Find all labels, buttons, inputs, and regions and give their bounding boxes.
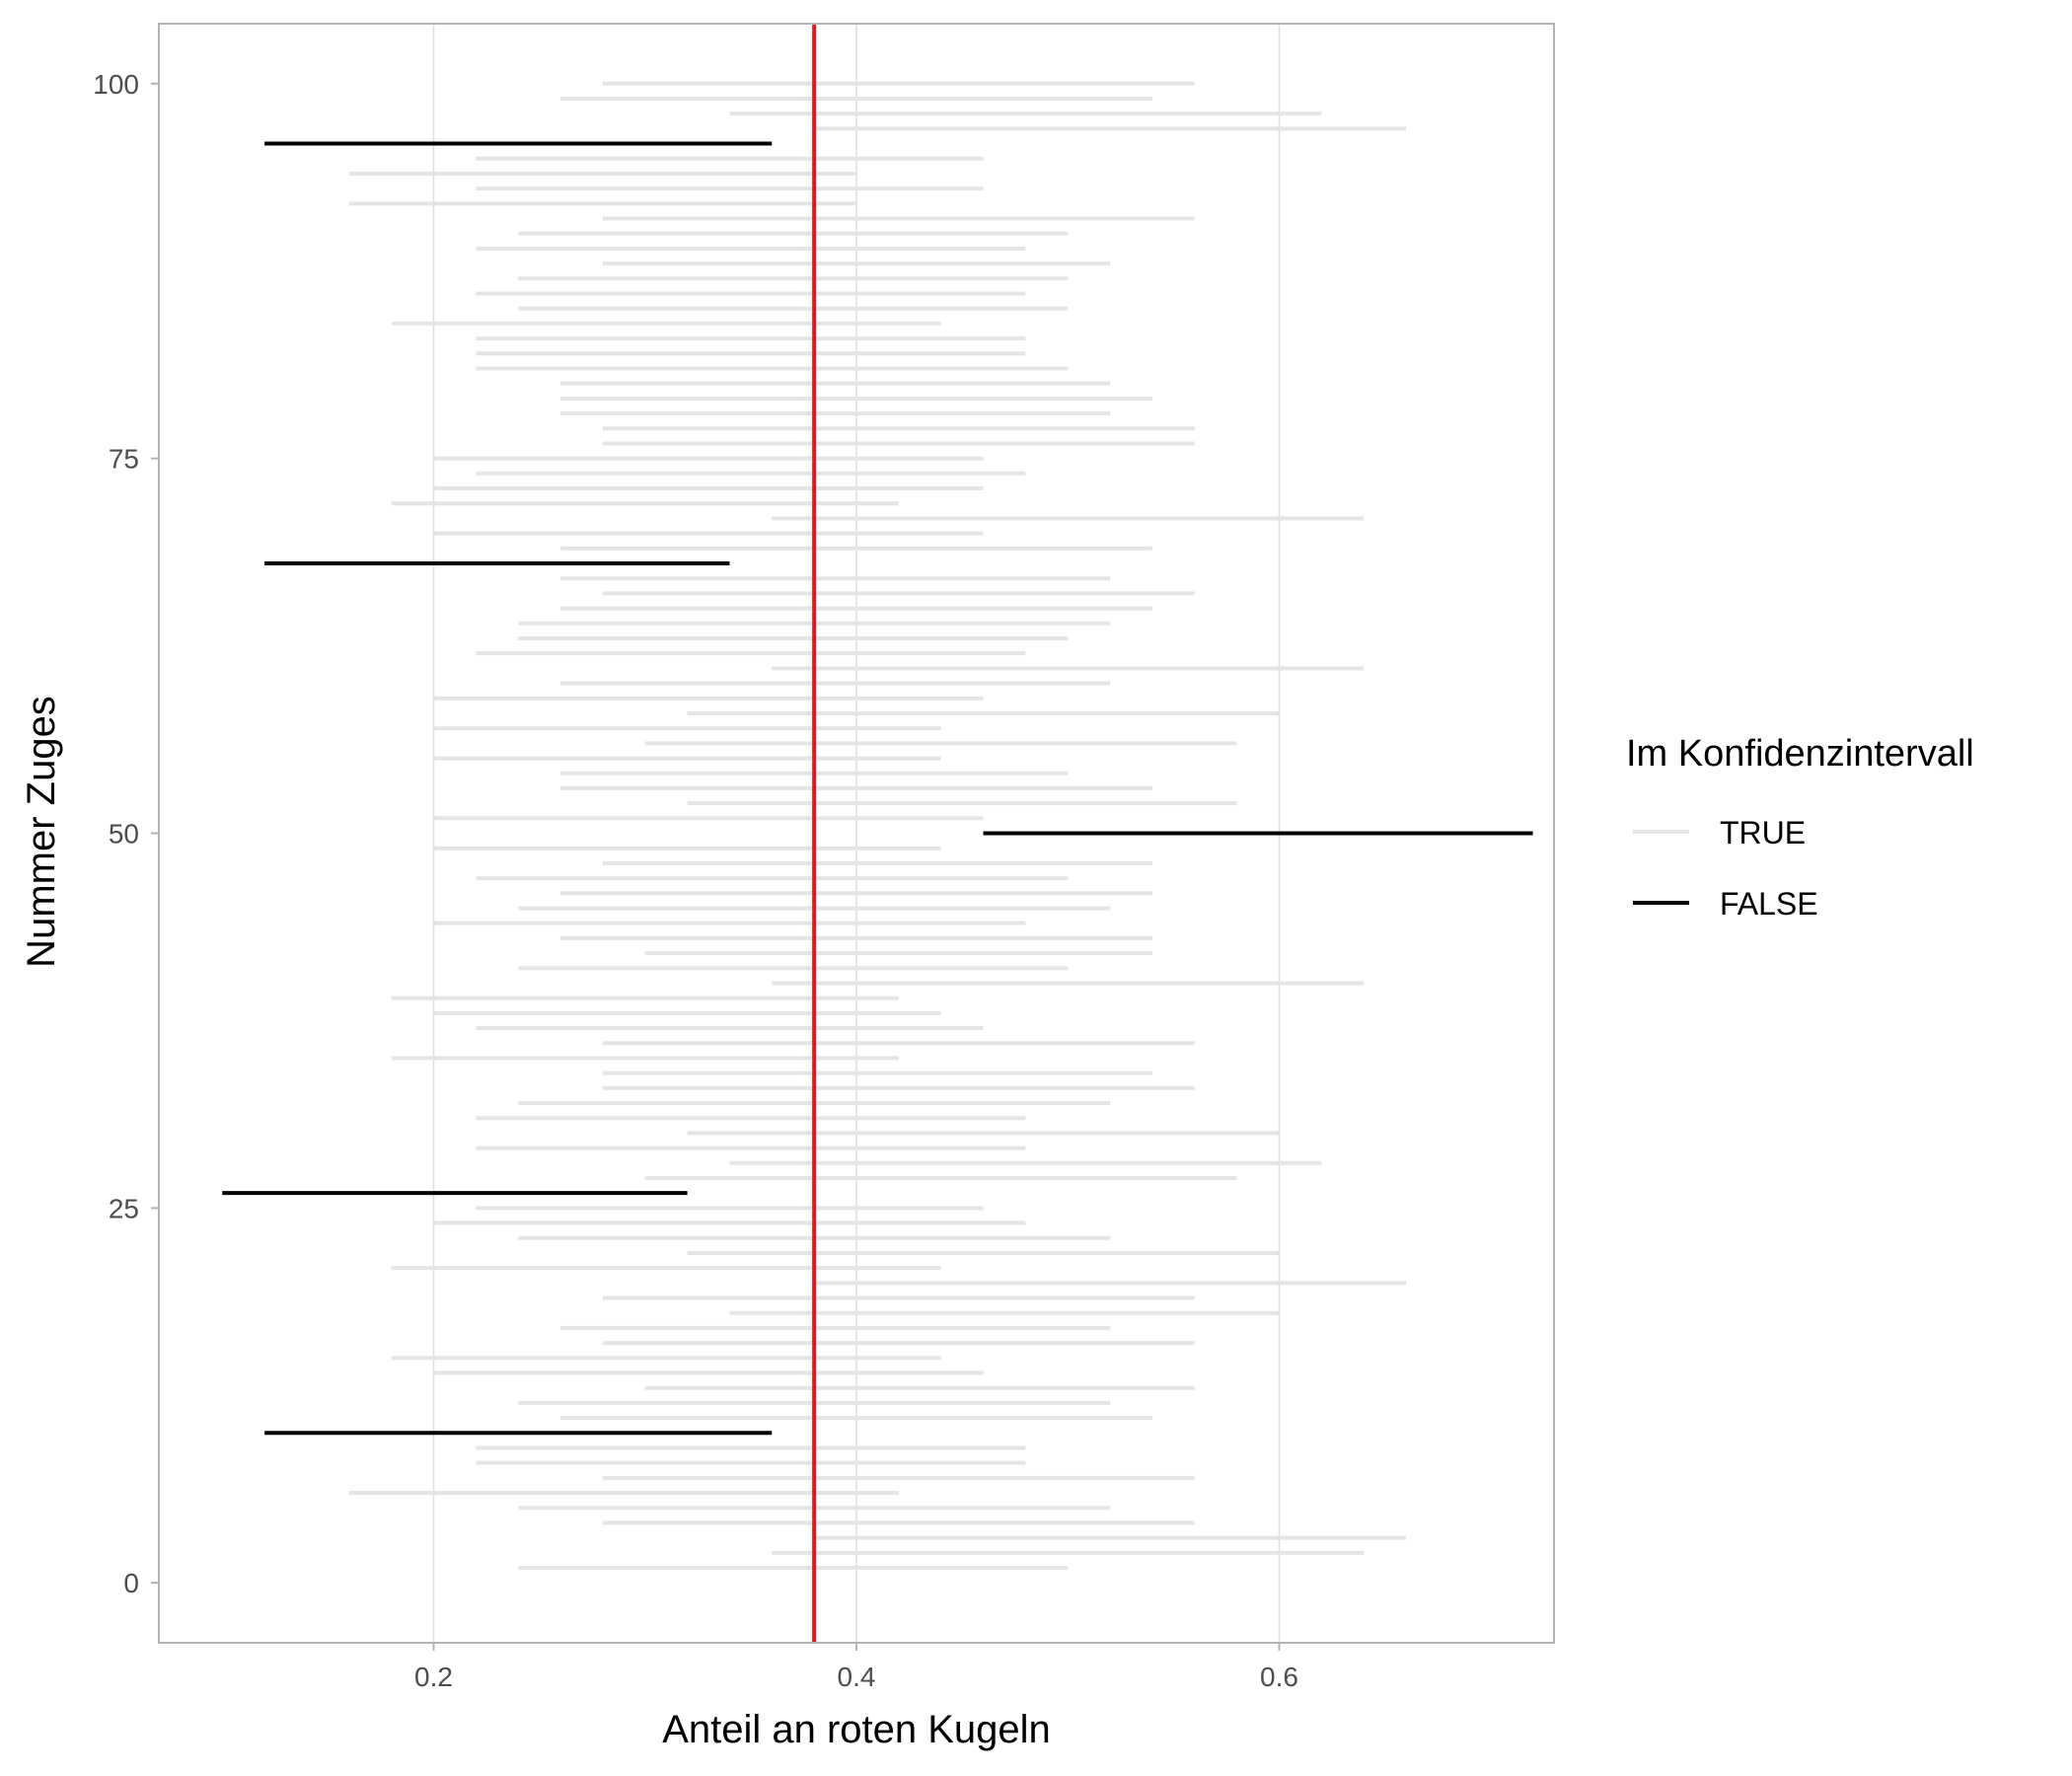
y-tick-label: 0: [123, 1568, 139, 1598]
x-axis-ticks: 0.2 0.4 0.6: [414, 1643, 1298, 1692]
y-axis-ticks: 0 25 50 75 100: [93, 69, 159, 1598]
y-tick-label: 100: [93, 69, 139, 100]
legend: Im Konfidenzintervall TRUE FALSE: [1626, 733, 1974, 922]
x-tick-label: 0.2: [414, 1662, 453, 1692]
x-tick-label: 0.6: [1260, 1662, 1298, 1692]
y-tick-label: 25: [109, 1193, 139, 1223]
legend-label-false: FALSE: [1720, 886, 1818, 922]
x-axis-title: Anteil an roten Kugeln: [662, 1708, 1051, 1751]
y-tick-label: 50: [109, 819, 139, 850]
x-tick-label: 0.4: [838, 1662, 876, 1692]
legend-title: Im Konfidenzintervall: [1626, 733, 1974, 775]
y-axis-title: Nummer Zuges: [20, 696, 63, 968]
legend-label-true: TRUE: [1720, 815, 1806, 851]
y-tick-label: 75: [109, 444, 139, 475]
